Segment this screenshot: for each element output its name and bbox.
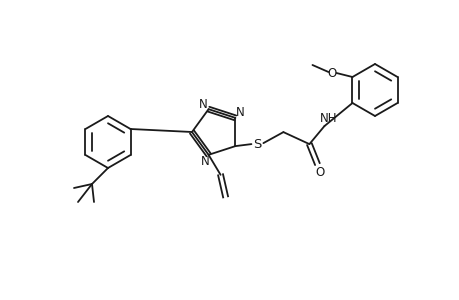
Text: O: O [315,166,325,178]
Text: O: O [327,67,336,80]
Text: N: N [201,155,209,168]
Text: N: N [199,98,207,111]
Text: NH: NH [319,112,336,124]
Text: S: S [252,138,261,151]
Text: N: N [235,106,244,119]
